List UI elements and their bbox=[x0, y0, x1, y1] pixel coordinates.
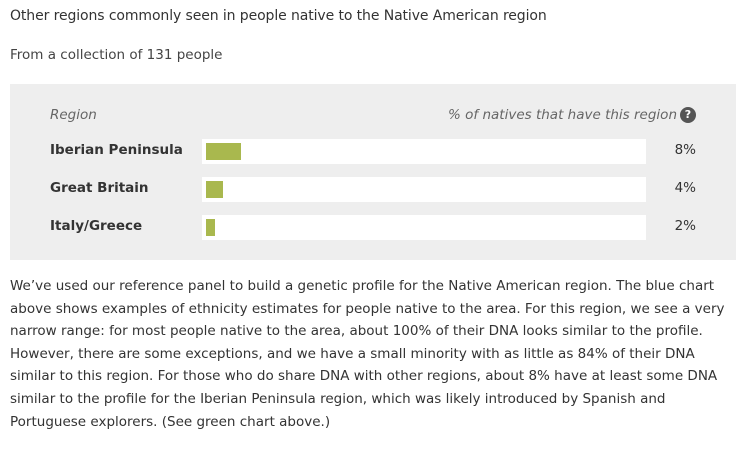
section-heading: Other regions commonly seen in people na… bbox=[10, 8, 547, 24]
explanation-paragraph: We’ve used our reference panel to build … bbox=[10, 278, 725, 430]
region-percent: 4% bbox=[674, 180, 696, 196]
region-row: Iberian Peninsula 8% bbox=[10, 139, 736, 165]
region-row: Great Britain 4% bbox=[10, 177, 736, 203]
region-bar-fill bbox=[206, 219, 215, 236]
region-name: Iberian Peninsula bbox=[50, 142, 183, 158]
region-bar-track bbox=[202, 215, 646, 240]
region-bar-track bbox=[202, 139, 646, 164]
collection-size-text: From a collection of 131 people bbox=[10, 47, 223, 63]
region-percent: 8% bbox=[674, 142, 696, 158]
percent-column-header: % of natives that have this region ? bbox=[448, 107, 696, 123]
question-circle-icon[interactable]: ? bbox=[680, 107, 696, 123]
region-row: Italy/Greece 2% bbox=[10, 215, 736, 241]
region-percent: 2% bbox=[674, 218, 696, 234]
region-name: Italy/Greece bbox=[50, 218, 143, 234]
region-bar-fill bbox=[206, 181, 223, 198]
region-name: Great Britain bbox=[50, 180, 149, 196]
region-bar-track bbox=[202, 177, 646, 202]
region-column-header: Region bbox=[50, 107, 97, 123]
regions-panel: Region % of natives that have this regio… bbox=[10, 84, 736, 260]
percent-column-header-label: % of natives that have this region bbox=[448, 107, 677, 123]
region-bar-fill bbox=[206, 143, 241, 160]
